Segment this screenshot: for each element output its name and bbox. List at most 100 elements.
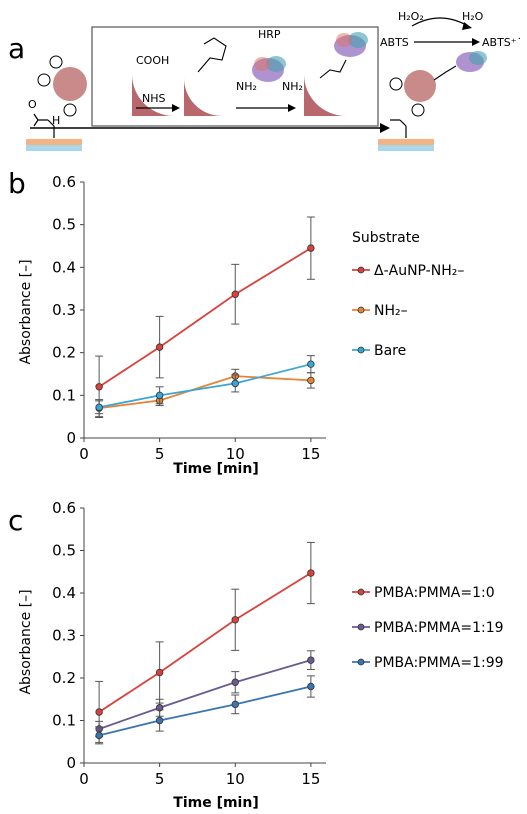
substrate-layer-top (26, 139, 82, 145)
amide-linker (319, 59, 347, 79)
panel-label-c: c (8, 504, 23, 537)
legend: PMBA:PMMA=1:0 PMBA:PMMA=1:19 PMBA:PMMA=1:9… (352, 585, 504, 671)
y-tick-label: 0.6 (52, 499, 76, 517)
plot-marks (95, 541, 315, 745)
abts-label: ABTS (380, 36, 409, 49)
substrate-layer-top (378, 139, 434, 145)
series-line (98, 247, 312, 388)
x-tick-label: 0 (79, 445, 89, 463)
nhs-ester-structure (197, 37, 227, 73)
charge-icon (389, 77, 403, 91)
legend-label: PMBA:PMMA=1:0 (374, 585, 495, 601)
substrate-layer-bottom (378, 145, 434, 151)
legend-item: NH₂– (352, 303, 408, 319)
legend-item: PMBA:PMMA=1:19 (352, 620, 504, 636)
data-point (155, 716, 164, 725)
panel-a-scheme: a O H COOH NHS HRP NH₂ NH₂ (8, 10, 522, 151)
data-point (307, 360, 315, 368)
y-tick-label: 0.2 (52, 344, 76, 362)
substrate-layer-bottom (26, 145, 82, 151)
x-tick-label: 5 (155, 445, 165, 463)
substrate-right (378, 51, 487, 151)
series-3 (95, 675, 315, 745)
legend-item: Bare (352, 343, 406, 359)
linker-left (33, 113, 55, 138)
x-axis-title: Time [min] (173, 461, 258, 477)
data-point (231, 700, 239, 709)
legend-label: NH₂– (374, 303, 408, 319)
curved-arrow-head (462, 22, 472, 30)
y-tick-label: 0.1 (52, 712, 76, 730)
charge-icon (49, 55, 63, 69)
data-point (155, 391, 164, 400)
hrp-attached-icon (456, 51, 487, 72)
legend-swatch-marker (357, 588, 365, 596)
substrate-left: O H (26, 55, 87, 151)
legend-swatch-marker (357, 306, 365, 314)
surface-shape-2 (184, 78, 222, 116)
series-line (98, 363, 312, 409)
nh2-label-2: NH₂ (282, 80, 303, 93)
x-tick-label: 15 (301, 770, 320, 788)
y-tick-label: 0.5 (52, 216, 76, 234)
x-tick-label: 10 (226, 770, 245, 788)
legend-title: Substrate (352, 230, 420, 246)
y-axis-title: Absorbance [–] (18, 259, 34, 364)
nh2-label-1: NH₂ (236, 80, 257, 93)
chart-b: b Absorbance [–] Time [min] Substrate 00… (8, 167, 464, 477)
x-tick-label: 15 (301, 445, 320, 463)
nanoparticle-left (53, 67, 87, 101)
legend-item: PMBA:PMMA=1:0 (352, 585, 495, 601)
y-tick-label: 0 (66, 429, 76, 447)
legend-swatch-marker (357, 658, 365, 666)
series-2 (95, 368, 315, 418)
reaction-box (91, 26, 379, 127)
y-tick-label: 0.2 (52, 669, 76, 687)
panel-label-a: a (8, 32, 25, 65)
oxygen-label-left: O (28, 98, 37, 111)
y-tick-label: 0.3 (52, 627, 76, 645)
nh-label-left: H (52, 114, 60, 127)
data-point (307, 656, 315, 664)
data-point (307, 376, 315, 385)
legend-label: Bare (374, 343, 406, 359)
linker-right (390, 119, 407, 138)
series-line (98, 659, 312, 730)
h2o-label: H₂O (462, 10, 484, 23)
nanoparticle-right (404, 70, 436, 102)
x-axis-title: Time [min] (173, 795, 258, 811)
charge-icon (37, 73, 51, 87)
data-point (231, 678, 239, 686)
y-tick-label: 0.1 (52, 386, 76, 404)
data-point (307, 244, 315, 252)
y-tick-label: 0 (66, 754, 76, 772)
series-line (98, 572, 312, 713)
y-tick-label: 0.3 (52, 301, 76, 319)
legend-swatch-marker (357, 346, 365, 354)
nhs-label: NHS (142, 92, 166, 105)
arrow-head (172, 104, 180, 112)
abts-oxidized-label: ABTS⁺˙ (482, 36, 522, 49)
y-tick-label: 0.4 (52, 584, 76, 602)
legend-swatch-marker (357, 266, 365, 274)
legend-label: PMBA:PMMA=1:99 (374, 655, 504, 671)
series-line (98, 685, 312, 737)
surface-shape-3 (304, 74, 346, 116)
legend-item: PMBA:PMMA=1:99 (352, 655, 504, 671)
legend-item: Δ-AuNP-NH₂– (352, 263, 464, 279)
data-point (231, 290, 239, 298)
data-point (155, 668, 164, 677)
hrp-bound-icon (334, 32, 368, 57)
enzyme-linker (433, 65, 457, 81)
legend: Δ-AuNP-NH₂– NH₂– Bare (352, 263, 464, 359)
data-point (155, 343, 164, 351)
data-point (95, 731, 103, 740)
chart-c: c Absorbance [–] Time [min] 0 0.1 0.2 0.3 0.… (8, 499, 504, 811)
h2o2-label: H₂O₂ (398, 10, 424, 23)
curved-arrow (411, 17, 469, 27)
plot-marks (95, 216, 315, 419)
legend-label: Δ-AuNP-NH₂– (374, 263, 464, 279)
surface-shape-1 (132, 74, 174, 116)
panel-label-b: b (8, 167, 26, 200)
